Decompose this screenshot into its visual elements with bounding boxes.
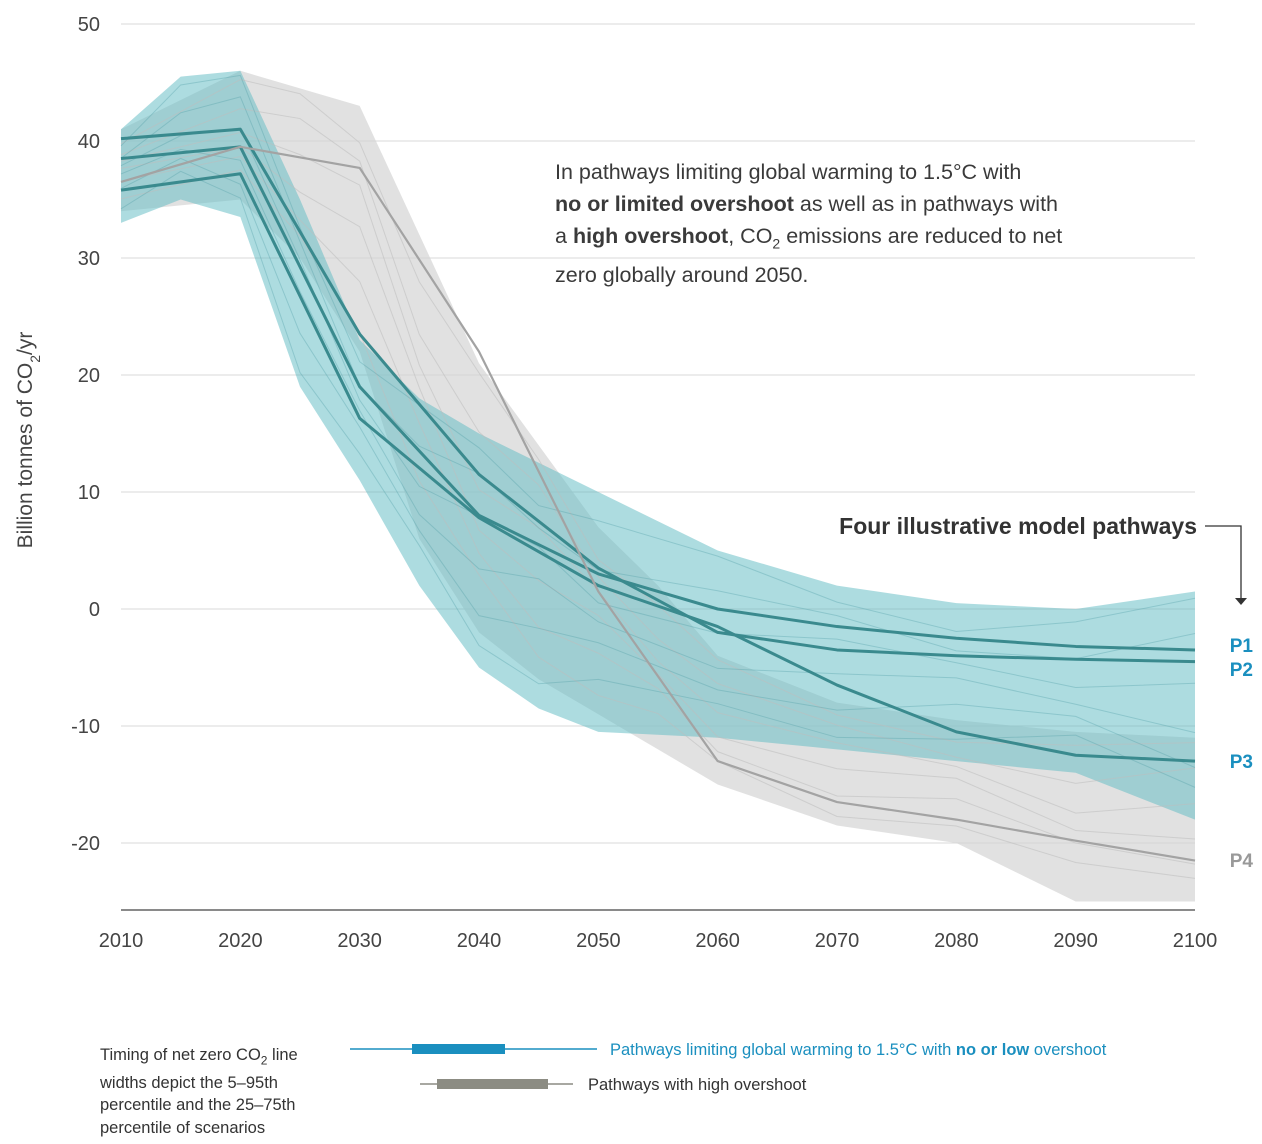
scenario-line: [120, 74, 1196, 632]
y-tick-label: 50: [78, 14, 100, 36]
y-tick-label: 0: [89, 599, 100, 621]
pathway-line-p3: [120, 172, 1196, 763]
x-tick-label: 2080: [934, 930, 979, 952]
pathway-labels: P1 P2 P3 P4: [1230, 636, 1254, 872]
scenario-line: [120, 155, 1196, 865]
legend-item-high: Pathways with high overshoot: [588, 1076, 807, 1094]
legend-bar-high: [437, 1079, 548, 1089]
y-axis-label: Billion tonnes of CO2/yr: [14, 332, 43, 549]
pathway-label-p1: P1: [1230, 636, 1254, 657]
pathways-bracket: [1205, 525, 1242, 598]
pathway-line-p2: [120, 127, 1196, 664]
pathway-label-p4: P4: [1230, 851, 1254, 872]
range-bands: [121, 70, 1195, 902]
scenario-line: [120, 96, 1196, 660]
scenario-line: [120, 146, 1196, 840]
pathways-arrow-icon: [1235, 598, 1247, 605]
legend-item-low: Pathways limiting global warming to 1.5°…: [610, 1041, 1107, 1059]
x-tick-label: 2020: [218, 930, 263, 952]
scenario-line: [120, 169, 1196, 879]
x-tick-label: 2010: [99, 930, 144, 952]
x-tick-label: 2060: [695, 930, 740, 952]
y-tick-label: 30: [78, 248, 100, 270]
x-tick-label: 2040: [457, 930, 502, 952]
y-tick-label: -20: [71, 833, 100, 855]
y-tick-label: 10: [78, 482, 100, 504]
pathways-heading: Four illustrative model pathways: [839, 513, 1197, 539]
pathway-label-p2: P2: [1230, 660, 1253, 681]
scenario-line: [120, 148, 1196, 734]
x-tick-label: 2070: [815, 930, 860, 952]
x-tick-label: 2090: [1053, 930, 1098, 952]
band-no-or-low-overshoot: [121, 70, 1195, 820]
pathway-lines: [120, 127, 1196, 862]
legend-bar-low: [412, 1044, 505, 1054]
y-tick-label: 20: [78, 365, 100, 387]
pathway-line-p1: [120, 145, 1196, 652]
scenario-line: [120, 170, 1196, 788]
scenario-line: [120, 78, 1196, 746]
x-axis-ticks: 2010 2020 2030 2040 2050 2060 2070 2080 2090 2100: [99, 930, 1218, 952]
y-tick-label: -10: [71, 716, 100, 738]
y-tick-label: 40: [78, 131, 100, 153]
x-tick-label: 2030: [337, 930, 382, 952]
band-high-overshoot: [121, 70, 1195, 902]
pathway-line-p4: [120, 145, 1196, 862]
pathway-label-p3: P3: [1230, 752, 1253, 773]
scenario-line: [120, 157, 1196, 768]
legend-note: Timing of net zero CO2 line widths depic…: [100, 1046, 298, 1137]
x-tick-label: 2050: [576, 930, 621, 952]
annotation-text: In pathways limiting global warming to 1…: [555, 160, 1063, 288]
y-axis-ticks: 50 40 30 20 10 0 -10 -20: [71, 14, 100, 855]
x-tick-label: 2100: [1173, 930, 1218, 952]
